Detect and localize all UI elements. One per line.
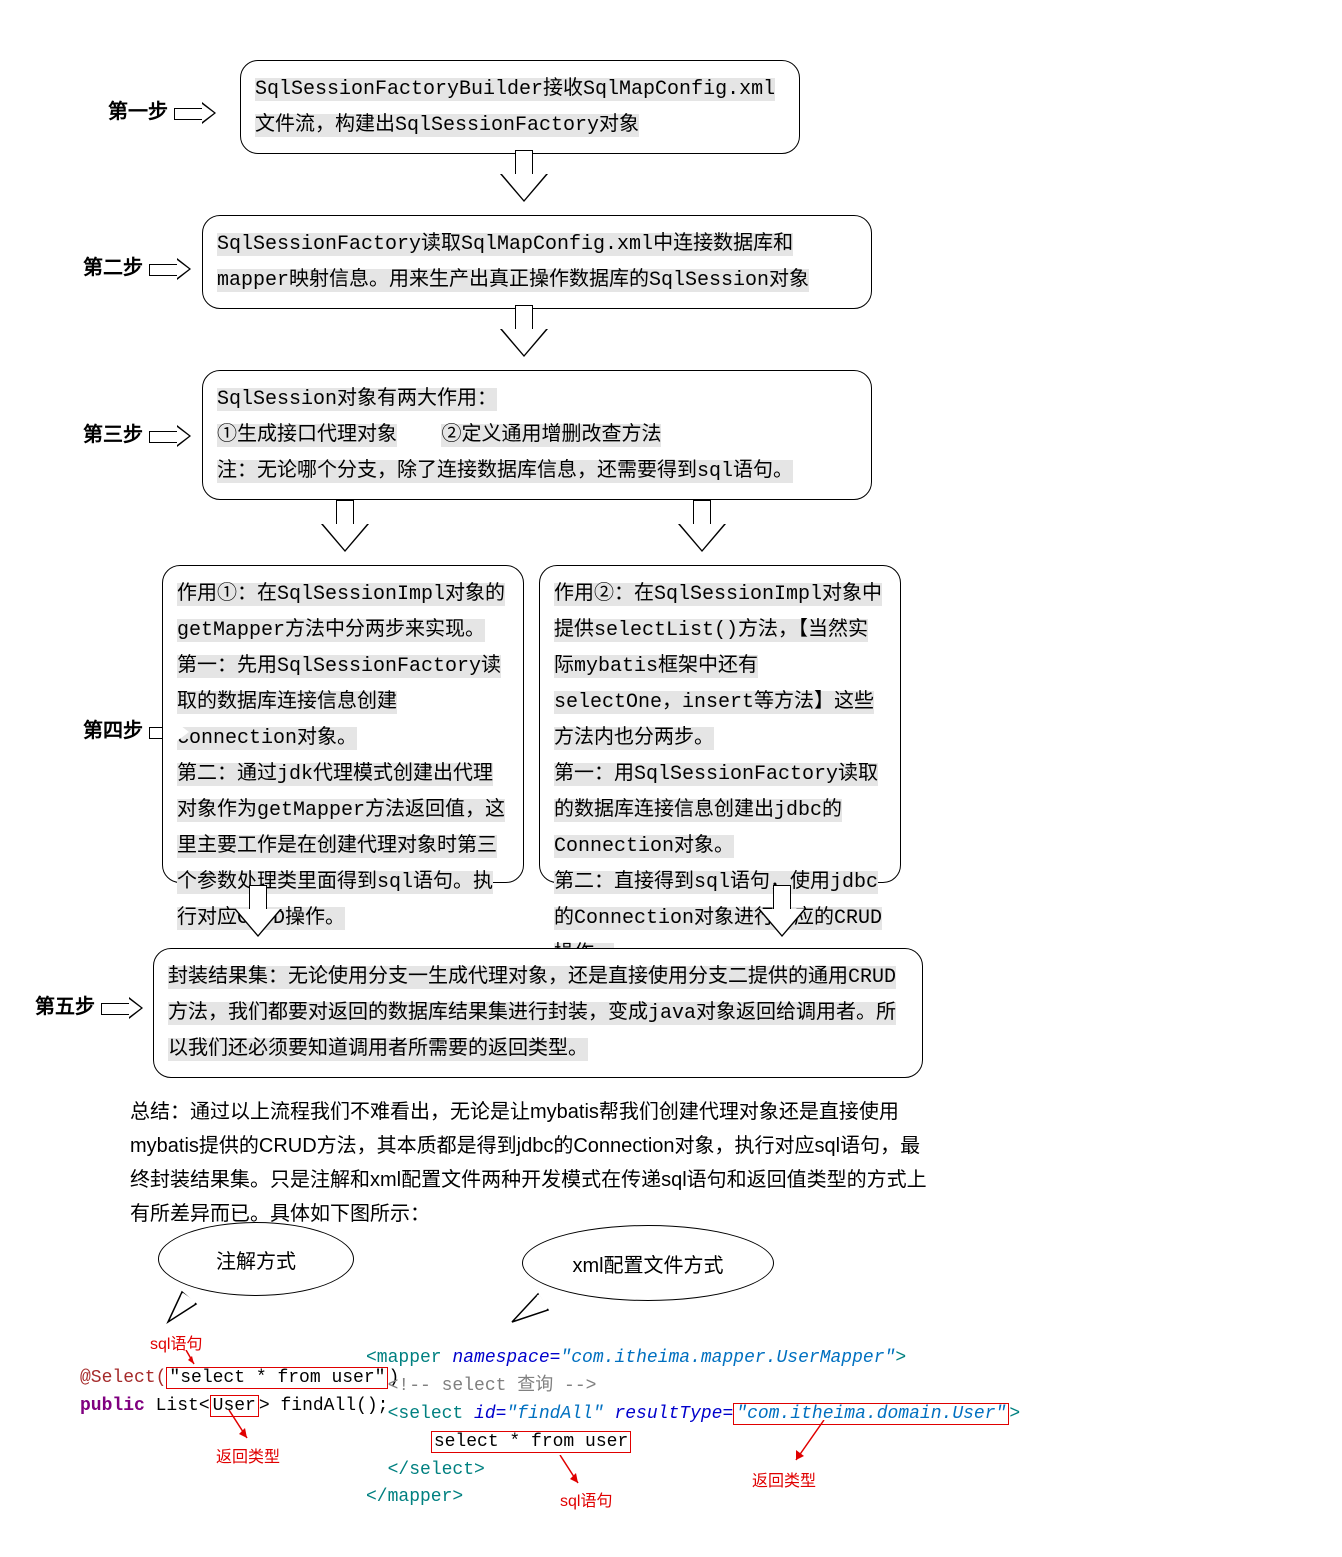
step3-line2a: ①生成接口代理对象 (217, 424, 397, 447)
xml-ns-val: "com.itheima.mapper.UserMapper" (560, 1348, 895, 1368)
step1-label: 第一步 (108, 95, 218, 124)
xml-mapper-close: </mapper> (366, 1487, 463, 1507)
step2-label-text: 第二步 (83, 257, 143, 279)
step2-text: SqlSessionFactory读取SqlMapConfig.xml中连接数据… (217, 233, 809, 292)
flow-arrow-icon (498, 305, 550, 365)
flow-arrow-icon (676, 500, 728, 560)
note-ret-right: 返回类型 (752, 1467, 816, 1491)
flow-arrow-icon (756, 885, 808, 945)
flow-arrow-icon (498, 150, 550, 210)
diagram-canvas: 第一步 SqlSessionFactoryBuilder接收SqlMapConf… (0, 0, 1342, 1557)
step3-label-text: 第三步 (83, 424, 143, 446)
step3-box: SqlSession对象有两大作用： ①生成接口代理对象 ②定义通用增删改查方法… (202, 370, 872, 500)
step5-label: 第五步 (35, 990, 145, 1019)
red-arrow-icon (556, 1455, 586, 1489)
xml-comment: <!-- select 查询 --> (388, 1376, 597, 1396)
step4-left-text: 作用①：在SqlSessionImpl对象的getMapper方法中分两步来实现… (177, 583, 505, 930)
bubble-right-text: xml配置文件方式 (572, 1249, 723, 1278)
code-public: public (80, 1396, 156, 1416)
step1-label-text: 第一步 (108, 101, 168, 123)
xml-id-val: "findAll" (506, 1404, 603, 1424)
bubble-tail-icon (162, 1290, 202, 1330)
bubble-right: xml配置文件方式 (522, 1225, 774, 1301)
step2-box: SqlSessionFactory读取SqlMapConfig.xml中连接数据… (202, 215, 872, 309)
step4-right-text: 作用②：在SqlSessionImpl对象中提供selectList()方法，【… (554, 583, 882, 966)
arrow-icon (149, 262, 193, 276)
xml-rt-attr: resultType= (604, 1404, 734, 1424)
flow-arrow-icon (319, 500, 371, 560)
xml-select-close: </select> (388, 1460, 485, 1480)
xml-ns-attr: namespace= (452, 1348, 560, 1368)
step3-line3: 注：无论哪个分支，除了连接数据库信息，还需要得到sql语句。 (217, 460, 793, 483)
step4-right-box: 作用②：在SqlSessionImpl对象中提供selectList()方法，【… (539, 565, 901, 883)
xml-sql-text: select * from user (431, 1431, 631, 1453)
step2-label: 第二步 (83, 251, 193, 280)
step1-box: SqlSessionFactoryBuilder接收SqlMapConfig.x… (240, 60, 800, 154)
xml-code: <mapper namespace="com.itheima.mapper.Us… (366, 1345, 1020, 1512)
bubble-left: 注解方式 (158, 1222, 354, 1296)
red-arrow-icon (790, 1420, 830, 1466)
xml-close2: > (1009, 1404, 1020, 1424)
step5-label-text: 第五步 (35, 996, 95, 1018)
step1-text: SqlSessionFactoryBuilder接收SqlMapConfig.x… (255, 78, 775, 137)
xml-rt-val: "com.itheima.domain.User" (733, 1403, 1009, 1425)
xml-select-open: <select (388, 1404, 474, 1424)
red-arrow-icon (180, 1350, 200, 1372)
code-list-open: List< (156, 1396, 210, 1416)
step5-text: 封装结果集：无论使用分支一生成代理对象，还是直接使用分支二提供的通用CRUD方法… (168, 966, 896, 1061)
step5-box: 封装结果集：无论使用分支一生成代理对象，还是直接使用分支二提供的通用CRUD方法… (153, 948, 923, 1078)
step3-line2b: ②定义通用增删改查方法 (441, 424, 661, 447)
note-sql-right: sql语句 (560, 1487, 612, 1511)
note-ret-left: 返回类型 (216, 1443, 280, 1467)
summary-text: 总结：通过以上流程我们不难看出，无论是让mybatis帮我们创建代理对象还是直接… (130, 1095, 930, 1231)
code-at-select: @Select( (80, 1368, 166, 1388)
arrow-icon (101, 1001, 145, 1015)
bubble-left-text: 注解方式 (216, 1245, 296, 1274)
step4-left-box: 作用①：在SqlSessionImpl对象的getMapper方法中分两步来实现… (162, 565, 524, 883)
step3-label: 第三步 (83, 418, 193, 447)
arrow-icon (149, 429, 193, 443)
step3-line1: SqlSession对象有两大作用： (217, 388, 497, 411)
xml-close: > (895, 1348, 906, 1368)
bubble-tail-icon (508, 1292, 552, 1332)
xml-id-attr: id= (474, 1404, 506, 1424)
xml-mapper-open: <mapper (366, 1348, 452, 1368)
arrow-icon (174, 106, 218, 120)
red-arrow-icon (225, 1410, 255, 1444)
flow-arrow-icon (232, 885, 284, 945)
step4-label-text: 第四步 (83, 720, 143, 742)
